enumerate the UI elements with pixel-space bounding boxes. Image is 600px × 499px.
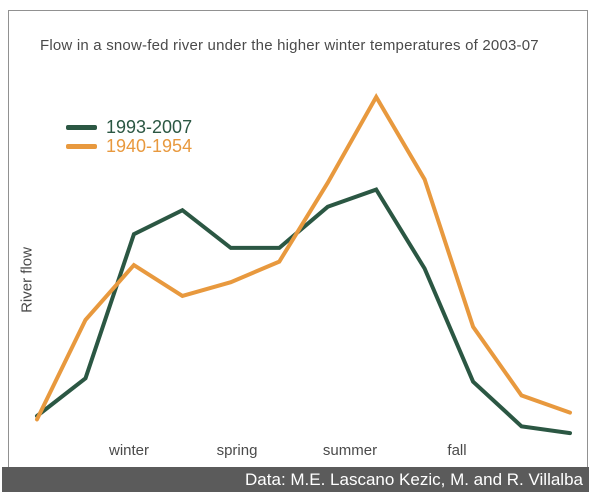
legend-label-1940-1954: 1940-1954	[106, 136, 193, 156]
chart-title: Flow in a snow-fed river under the highe…	[40, 37, 539, 54]
legend-swatch-1940-1954	[66, 144, 97, 149]
series-line-1993-2007	[35, 187, 572, 436]
chart-frame	[8, 10, 588, 467]
legend-item-1940-1954: 1940-1954	[66, 137, 192, 156]
chart-legend: 1993-2007 1940-1954	[66, 118, 192, 156]
legend-swatch-1993-2007	[66, 125, 97, 130]
series-line-1940-1954	[35, 92, 572, 422]
x-axis-label-summer: summer	[322, 442, 378, 459]
data-attribution-bar: Data: M.E. Lascano Kezic, M. and R. Vill…	[2, 467, 589, 492]
x-axis-label-fall: fall	[447, 442, 467, 459]
legend-label-1993-2007: 1993-2007	[106, 117, 193, 137]
x-axis-label-winter: winter	[108, 442, 150, 459]
legend-item-1993-2007: 1993-2007	[66, 118, 192, 137]
x-axis-label-spring: spring	[216, 442, 258, 459]
